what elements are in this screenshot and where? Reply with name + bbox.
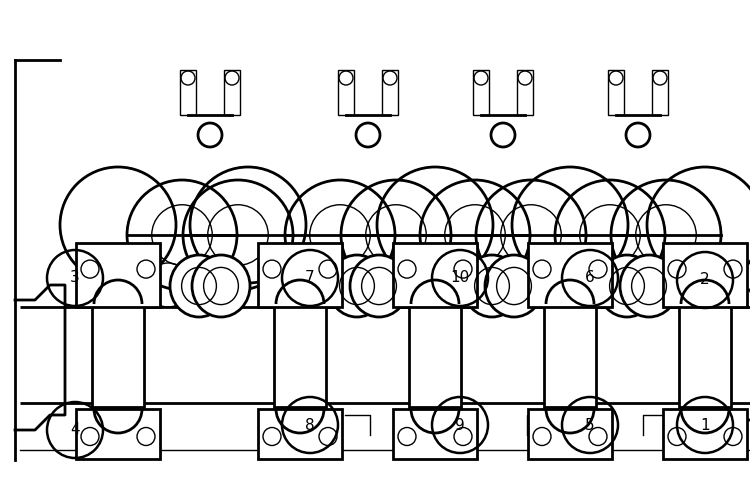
Ellipse shape — [328, 255, 386, 317]
Bar — [652, 70, 668, 115]
Bar — [258, 243, 342, 307]
Ellipse shape — [463, 255, 521, 317]
Text: 1: 1 — [700, 418, 709, 433]
Bar — [409, 303, 461, 407]
Bar — [338, 70, 354, 115]
Bar — [473, 70, 489, 115]
Bar — [274, 303, 326, 407]
Bar — [544, 303, 596, 407]
Ellipse shape — [170, 255, 228, 317]
Bar — [393, 409, 477, 459]
Ellipse shape — [485, 255, 543, 317]
Bar — [76, 243, 160, 307]
Bar — [92, 303, 144, 407]
Bar — [180, 70, 196, 115]
Bar — [663, 243, 747, 307]
Text: 8: 8 — [305, 418, 315, 433]
Bar — [608, 70, 624, 115]
Bar — [224, 70, 240, 115]
Bar — [679, 303, 731, 407]
Text: 10: 10 — [450, 270, 470, 286]
Bar — [76, 409, 160, 459]
Bar — [528, 409, 612, 459]
Bar — [258, 409, 342, 459]
Text: 6: 6 — [585, 270, 595, 286]
Text: 5: 5 — [585, 418, 595, 433]
Ellipse shape — [192, 255, 250, 317]
Bar — [393, 243, 477, 307]
Bar — [517, 70, 533, 115]
Bar — [382, 70, 398, 115]
Text: 9: 9 — [455, 418, 465, 433]
Ellipse shape — [350, 255, 408, 317]
Text: 2: 2 — [700, 272, 709, 288]
Text: 7: 7 — [305, 270, 315, 286]
Bar — [528, 243, 612, 307]
Text: 3: 3 — [70, 270, 80, 286]
Ellipse shape — [620, 255, 678, 317]
Text: 4: 4 — [70, 423, 80, 437]
Ellipse shape — [598, 255, 656, 317]
Bar — [663, 409, 747, 459]
